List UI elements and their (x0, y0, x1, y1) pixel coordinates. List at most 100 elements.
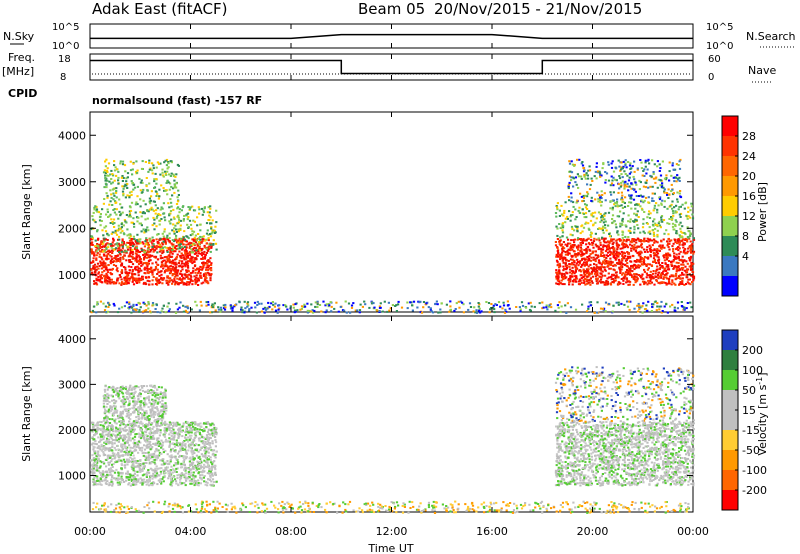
heatmap-cell (104, 449, 107, 452)
heatmap-cell (127, 307, 130, 309)
heatmap-cell (162, 175, 165, 178)
heatmap-cell (109, 271, 112, 274)
heatmap-cell (129, 277, 132, 280)
heatmap-cell (581, 252, 584, 255)
heatmap-cell (648, 263, 651, 266)
heatmap-cell (192, 467, 195, 470)
heatmap-cell (637, 216, 640, 218)
heatmap-cell (207, 303, 210, 306)
heatmap-cell (188, 283, 191, 286)
heatmap-cell (135, 249, 138, 251)
heatmap-cell (448, 310, 451, 313)
heatmap-cell (199, 272, 202, 275)
heatmap-cell (670, 274, 673, 277)
heatmap-cell (688, 234, 692, 237)
heatmap-cell (668, 281, 671, 284)
heatmap-cell (164, 256, 167, 258)
heatmap-cell (165, 264, 168, 267)
power-colorbar-label: Power [dB] (756, 182, 769, 242)
heatmap-cell (199, 229, 202, 232)
heatmap-cell (586, 278, 589, 281)
heatmap-cell (128, 194, 131, 197)
heatmap-cell (122, 232, 125, 235)
heatmap-cell (152, 434, 155, 437)
heatmap-cell (575, 201, 578, 204)
heatmap-cell (558, 215, 561, 217)
heatmap-cell (638, 260, 642, 263)
heatmap-cell (141, 191, 144, 194)
heatmap-cell (168, 237, 171, 239)
heatmap-cell (619, 225, 622, 228)
heatmap-cell (202, 265, 205, 268)
heatmap-cell (115, 196, 118, 199)
heatmap-cell (107, 234, 110, 237)
heatmap-cell (173, 269, 176, 272)
heatmap-cell (194, 241, 198, 244)
heatmap-cell (670, 203, 673, 206)
heatmap-cell (151, 427, 154, 430)
heatmap-cell (120, 250, 124, 253)
heatmap-cell (93, 270, 97, 273)
heatmap-cell (563, 283, 566, 286)
heatmap-cell (559, 236, 562, 239)
heatmap-cell (659, 244, 662, 247)
heatmap-cell (504, 308, 507, 311)
heatmap-cell (590, 256, 593, 259)
heatmap-cell (159, 214, 162, 217)
heatmap-cell (497, 301, 501, 304)
heatmap-cell (422, 306, 425, 309)
heatmap-cell (198, 464, 201, 467)
heatmap-cell (202, 235, 205, 238)
heatmap-cell (181, 239, 184, 242)
heatmap-cell (171, 427, 174, 429)
heatmap-cell (588, 210, 591, 213)
heatmap-cell (175, 425, 178, 427)
heatmap-cell (148, 256, 151, 259)
heatmap-cell (691, 213, 694, 216)
heatmap-cell (137, 301, 140, 304)
heatmap-cell (628, 185, 631, 188)
heatmap-cell (603, 254, 606, 257)
heatmap-cell (183, 246, 186, 248)
heatmap-cell (634, 281, 637, 284)
heatmap-cell (611, 310, 614, 313)
heatmap-cell (618, 266, 621, 269)
heatmap-cell (131, 245, 135, 248)
heatmap-cell (127, 483, 130, 486)
heatmap-cell (207, 233, 210, 236)
heatmap-cell (105, 433, 108, 436)
heatmap-cell (592, 258, 595, 261)
heatmap-cell (575, 276, 578, 279)
heatmap-cell (132, 425, 135, 428)
heatmap-cell (190, 275, 193, 278)
heatmap-cell (665, 303, 668, 306)
heatmap-cell (177, 214, 180, 217)
nsky-tick-high: 10^5 (52, 22, 79, 33)
heatmap-cell (679, 274, 682, 277)
heatmap-cell (653, 252, 657, 255)
heatmap-cell (610, 278, 613, 281)
heatmap-cell (129, 215, 132, 218)
heatmap-cell (586, 246, 589, 249)
heatmap-cell (672, 168, 675, 171)
heatmap-cell (121, 247, 124, 250)
heatmap-cell (99, 224, 102, 227)
heatmap-cell (157, 245, 160, 248)
heatmap-cell (643, 211, 646, 213)
heatmap-cell (148, 162, 151, 164)
heatmap-cell (150, 195, 153, 198)
heatmap-cell (115, 201, 118, 204)
heatmap-cell (185, 243, 188, 246)
heatmap-cell (206, 249, 210, 252)
heatmap-cell (138, 222, 141, 225)
heatmap-cell (106, 277, 109, 280)
heatmap-cell (663, 205, 666, 208)
heatmap-cell (109, 262, 113, 265)
heatmap-cell (649, 274, 652, 276)
heatmap-cell (131, 270, 134, 273)
heatmap-cell (683, 243, 686, 246)
heatmap-cell (556, 260, 559, 263)
heatmap-cell (623, 239, 626, 242)
heatmap-cell (656, 211, 659, 214)
heatmap-cell (151, 208, 154, 211)
